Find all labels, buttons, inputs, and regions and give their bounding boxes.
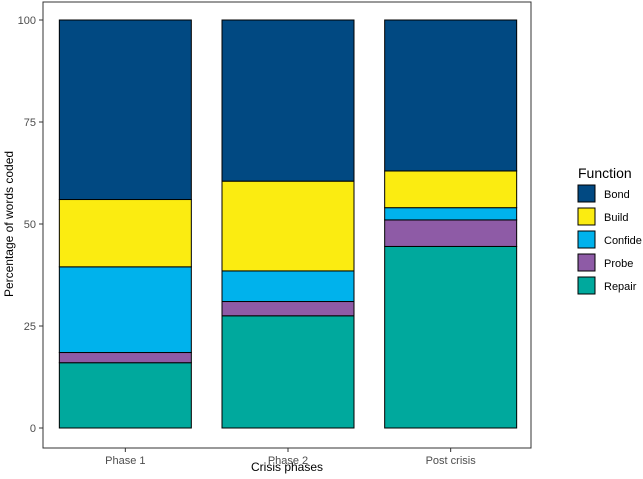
legend-label-probe: Probe — [604, 258, 633, 270]
bar-segment-repair-1 — [58, 362, 192, 429]
x-axis-title: Crisis phases — [251, 460, 323, 474]
bar-segment-build-1 — [58, 199, 192, 268]
bar-segment-build-2 — [221, 180, 355, 272]
x-tick-label: Post crisis — [426, 455, 477, 467]
bar-segment-probe-2 — [221, 301, 355, 317]
bar-segment-bond-3 — [384, 19, 518, 172]
y-tick-label: 0 — [30, 423, 36, 435]
y-tick-label: 100 — [18, 15, 36, 27]
legend-label-repair: Repair — [604, 281, 637, 293]
x-tick-label: Phase 1 — [105, 455, 145, 467]
bar-segment-confide-1 — [58, 266, 192, 354]
legend-key-repair — [577, 276, 596, 295]
legend-title: Function — [578, 165, 632, 181]
bar-segment-bond-2 — [221, 19, 355, 182]
legend-key-build — [577, 207, 596, 226]
y-tick-label: 25 — [24, 321, 36, 333]
legend-key-confide — [577, 230, 596, 249]
legend-label-bond: Bond — [604, 189, 630, 201]
bar-segment-confide-2 — [221, 270, 355, 303]
x-axis: Phase 1 Phase 2 Post crisis — [105, 448, 476, 467]
y-tick-label: 75 — [24, 117, 36, 129]
y-tick-label: 50 — [24, 219, 36, 231]
bar-segment-bond-1 — [58, 19, 192, 201]
bar-segment-repair-2 — [221, 315, 355, 429]
legend-label-confide: Confide — [604, 235, 642, 247]
x-tick-label: Phase 2 — [268, 455, 308, 467]
legend-key-bond — [577, 184, 596, 203]
y-axis-title: Percentage of words coded — [2, 151, 16, 297]
legend: Function Bond Build Confide Probe Repair — [577, 165, 642, 295]
bar-segment-repair-3 — [384, 245, 518, 429]
bar-segment-build-3 — [384, 170, 518, 209]
legend-key-probe — [577, 253, 596, 272]
bar-segment-probe-1 — [58, 352, 192, 364]
legend-label-build: Build — [604, 212, 628, 224]
bar-segment-probe-3 — [384, 219, 518, 247]
plot-area — [42, 1, 532, 449]
bar-segment-confide-3 — [384, 207, 518, 221]
y-axis: 0 25 50 75 100 — [18, 15, 43, 435]
